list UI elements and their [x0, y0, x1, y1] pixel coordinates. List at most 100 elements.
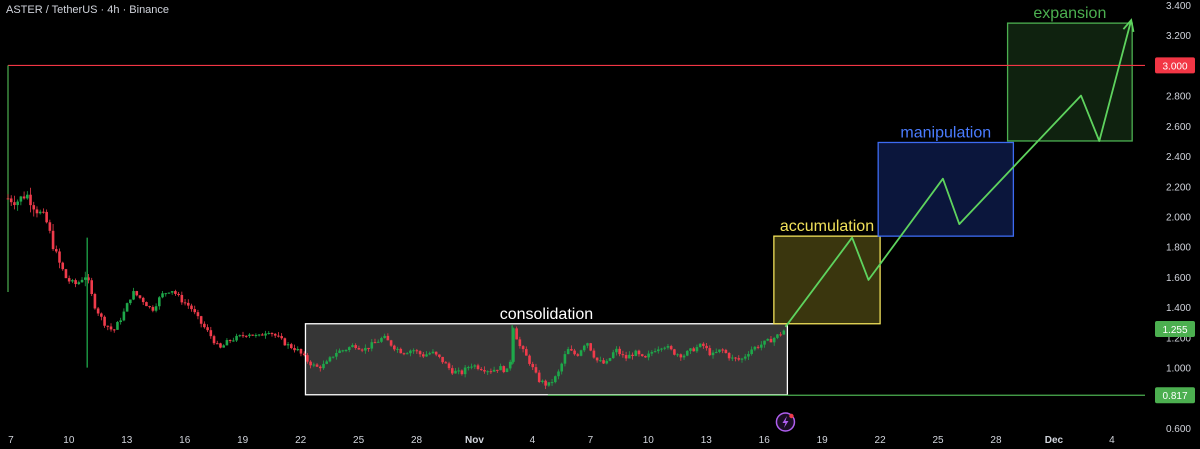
manipulation-label: manipulation — [900, 124, 991, 141]
price-tick-label: 2.600 — [1166, 122, 1191, 133]
candle-body — [289, 344, 293, 349]
candle-body — [267, 333, 271, 335]
candle-body — [341, 350, 345, 352]
candle-body — [354, 345, 357, 349]
candle-body — [405, 353, 409, 355]
candle-body — [628, 354, 631, 359]
zone-boxes — [304, 22, 1133, 396]
time-tick-label: 4 — [530, 435, 536, 446]
candle-body — [151, 307, 155, 311]
lightning-icon[interactable] — [775, 412, 796, 432]
candle-body — [450, 368, 454, 374]
candle-body — [325, 361, 329, 364]
candle-body — [711, 352, 715, 356]
candle-body — [209, 330, 213, 337]
candle-body — [90, 280, 94, 295]
candle-body — [502, 366, 506, 373]
candles — [6, 187, 786, 390]
candle-body — [13, 202, 16, 206]
candle-body — [479, 369, 483, 371]
candle-body — [360, 349, 364, 351]
candle-body — [42, 211, 45, 213]
candle-body — [164, 293, 168, 295]
time-tick-label: 10 — [63, 435, 75, 446]
candle-body — [16, 201, 19, 206]
candle-body — [199, 316, 203, 324]
consolidation-label: consolidation — [500, 306, 593, 323]
candle-body — [505, 368, 509, 373]
candle-body — [582, 345, 586, 351]
candle-body — [286, 344, 290, 346]
current-price-tag — [1155, 321, 1195, 338]
time-tick-label: 28 — [990, 435, 1002, 446]
candle-body — [553, 376, 557, 383]
candle-body — [779, 334, 782, 336]
candle-body — [669, 346, 673, 350]
time-axis[interactable]: 7 10 13 16 19 22 25 28 Nov 4 7 10 13 16 19 22 25 28 Dec 4 — [8, 435, 1115, 446]
candle-body — [650, 352, 654, 354]
candle-body — [357, 348, 361, 350]
candle-body — [315, 364, 319, 367]
candle-body — [624, 355, 628, 359]
candle-body — [441, 356, 444, 363]
candle-body — [193, 309, 197, 313]
candle-body — [306, 355, 309, 362]
candle-body — [489, 371, 493, 373]
candle-body — [238, 335, 242, 337]
candle-body — [331, 356, 335, 358]
candle-body — [264, 333, 267, 336]
candle-body — [64, 269, 68, 279]
candle-body — [129, 299, 132, 304]
time-tick-label: 22 — [295, 435, 307, 446]
candle-body — [518, 339, 522, 347]
candle-body — [570, 349, 573, 351]
candle-body — [318, 366, 322, 369]
candle-body — [766, 338, 770, 341]
accumulation-label: accumulation — [780, 218, 874, 235]
candle-body — [409, 350, 412, 354]
candle-body — [32, 205, 36, 210]
candle-body — [438, 354, 441, 357]
candle-body — [428, 353, 432, 355]
candle-body — [328, 357, 332, 362]
candle-body — [592, 350, 596, 358]
candle-body — [51, 230, 55, 250]
candle-body — [631, 354, 634, 357]
lightning-icon-dot — [789, 413, 794, 419]
candle-body — [235, 335, 238, 341]
candle-body — [782, 330, 786, 335]
candle-body — [273, 333, 277, 336]
projection — [784, 18, 1135, 328]
candle-body — [547, 382, 551, 386]
time-tick-label: Dec — [1045, 435, 1064, 446]
candle-body — [602, 360, 605, 364]
candle-body — [280, 336, 283, 339]
candle-body — [103, 316, 106, 326]
price-tags: 3.000 0.817 1.255 — [1155, 57, 1195, 404]
candle-body — [270, 333, 274, 335]
price-tick-label: 1.200 — [1166, 333, 1191, 344]
candle-body — [257, 334, 261, 336]
candle-body — [666, 346, 670, 348]
candle-body — [496, 369, 499, 371]
candle-body — [61, 262, 65, 270]
candle-body — [232, 340, 235, 342]
candle-body — [776, 334, 779, 338]
candle-body — [550, 382, 554, 384]
candle-body — [367, 347, 370, 349]
candle-body — [158, 297, 161, 307]
candle-body — [241, 335, 245, 337]
candle-body — [750, 349, 753, 355]
time-tick-label: 7 — [8, 435, 14, 446]
candle-body — [35, 209, 39, 214]
candle-body — [756, 346, 760, 348]
candle-body — [93, 294, 97, 309]
candle-body — [338, 350, 341, 353]
candle-body — [515, 328, 518, 340]
candle-body — [605, 360, 609, 364]
time-tick-label: Nov — [465, 435, 484, 446]
candle-body — [557, 371, 560, 377]
time-tick-label: 22 — [875, 435, 887, 446]
candle-body — [370, 342, 374, 349]
